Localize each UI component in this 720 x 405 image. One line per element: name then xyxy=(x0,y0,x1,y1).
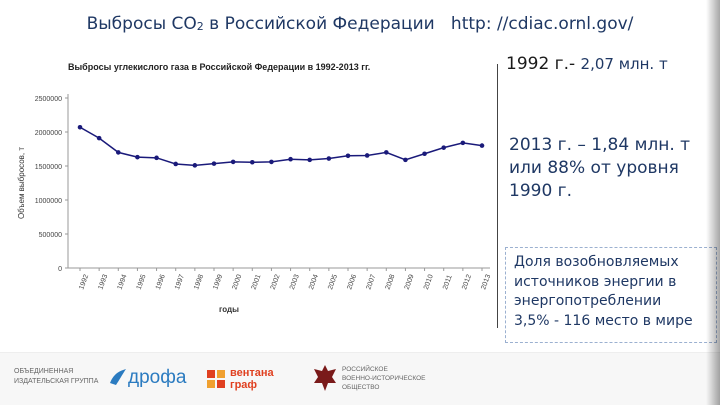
logo-drofa[interactable]: дрофа xyxy=(128,367,187,388)
y-tick-label: 1500000 xyxy=(35,164,62,171)
data-point xyxy=(479,143,485,148)
header-title-pre: Выбросы CO xyxy=(86,14,197,34)
x-tick-label: 2009 xyxy=(404,274,416,291)
series-line xyxy=(79,126,483,167)
eagle-emblem-icon xyxy=(314,365,336,391)
x-tick-label: 2006 xyxy=(346,274,358,291)
x-tick-label: 2004 xyxy=(308,274,320,291)
data-point xyxy=(269,159,274,165)
renewables-box xyxy=(505,247,717,343)
x-tick-label: 1995 xyxy=(136,274,148,291)
y-tick-label: 2000000 xyxy=(35,130,62,137)
x-tick-label: 2002 xyxy=(270,274,282,291)
data-point xyxy=(441,145,447,150)
data-point xyxy=(326,156,332,161)
slide-header: Выбросы CO2 в Российской Федерации http:… xyxy=(0,14,720,34)
point-2013-line3: 1990 г. xyxy=(509,181,573,201)
x-tick-label: 1993 xyxy=(97,274,109,291)
edge-shadow xyxy=(706,0,720,405)
y-axis-label: Объем выбросов, т xyxy=(17,147,26,219)
logo-rvio-line1: РОССИЙСКОЕ xyxy=(342,366,388,373)
data-point xyxy=(77,124,83,130)
x-tick-label: 2003 xyxy=(289,274,301,291)
logo-ventana[interactable]: вентана граф xyxy=(230,367,274,391)
renewables-line3: энергопотреблении xyxy=(514,293,662,309)
logo-rvio-line3: ОБЩЕСТВО xyxy=(342,384,380,391)
logo-ventana-line1: вентана xyxy=(230,367,274,379)
x-tick-label: 2011 xyxy=(442,274,454,291)
data-point xyxy=(96,135,102,141)
x-tick-label: 1997 xyxy=(174,274,186,291)
y-tick-label: 500000 xyxy=(39,232,62,239)
x-tick-label: 1996 xyxy=(155,274,167,291)
x-tick-label: 2007 xyxy=(365,274,377,291)
data-point xyxy=(211,161,217,166)
logo-publishing-group[interactable]: ОБЪЕДИНЕННАЯ ИЗДАТЕЛЬСКАЯ ГРУППА xyxy=(14,367,98,387)
logo-publishing-group-line2: ИЗДАТЕЛЬСКАЯ ГРУППА xyxy=(14,378,99,385)
point-1992-value: 2,07 млн. т xyxy=(580,55,668,73)
header-title-sub: 2 xyxy=(196,20,204,33)
renewables-line2: источников энергии в xyxy=(514,273,677,290)
data-point xyxy=(364,153,370,158)
y-tick-label: 0 xyxy=(58,266,62,273)
renewables-text: Доля возобновляемых источников энергии в… xyxy=(514,253,719,331)
logo-publishing-group-line1: ОБЪЕДИНЕННАЯ xyxy=(14,368,74,375)
y-tick-label: 1000000 xyxy=(35,198,62,205)
point-1992-label: 1992 г.- xyxy=(506,54,581,74)
x-tick-label: 2013 xyxy=(480,274,492,291)
x-axis-label: годы xyxy=(219,305,239,314)
header-url[interactable]: http: //cdiac.ornl.gov/ xyxy=(450,14,634,34)
data-point xyxy=(422,151,427,157)
point-2013: 2013 г. – 1,84 млн. т или 88% от уровня … xyxy=(509,134,719,203)
point-2013-line1: 2013 г. – 1,84 млн. т xyxy=(509,135,691,155)
ventana-icon xyxy=(207,370,225,388)
data-point xyxy=(403,157,408,163)
x-tick-label: 2012 xyxy=(461,274,473,291)
data-point xyxy=(115,150,121,155)
data-point xyxy=(230,159,236,165)
renewables-line1: Доля возобновляемых xyxy=(514,254,679,270)
point-2013-line2: или 88% от уровня xyxy=(509,158,679,178)
renewables-line4: 3,5% - 116 место в мире xyxy=(514,312,693,329)
logo-ventana-line2: граф xyxy=(230,379,258,391)
line-chart: 0 500000 1000000 1500000 2000000 2500000 Объем… xyxy=(17,94,492,314)
divider-line xyxy=(497,64,498,328)
header-title-post: в Российской Федерации xyxy=(203,14,435,34)
data-point xyxy=(383,150,389,155)
chart-title: Выбросы углекислого газа в Российской Фе… xyxy=(68,62,371,72)
footer-logos: ОБЪЕДИНЕННАЯ ИЗДАТЕЛЬСКАЯ ГРУППА дрофа в… xyxy=(0,352,720,405)
data-point xyxy=(135,154,140,160)
drofa-bird-icon xyxy=(110,369,126,385)
data-point xyxy=(288,156,293,162)
x-tick-label: 2008 xyxy=(385,274,397,291)
x-tick-label: 2005 xyxy=(327,274,339,291)
data-point xyxy=(249,159,255,165)
logo-rvio[interactable]: РОССИЙСКОЕ ВОЕННО-ИСТОРИЧЕСКОЕ ОБЩЕСТВО xyxy=(342,365,425,392)
x-tick-label: 2000 xyxy=(231,274,243,291)
data-point xyxy=(173,161,179,167)
data-point xyxy=(307,157,313,163)
x-tick-label: 1992 xyxy=(78,274,90,291)
point-1992: 1992 г.- 2,07 млн. т xyxy=(506,54,668,74)
data-point xyxy=(460,140,466,146)
data-point xyxy=(192,163,198,168)
x-tick-label: 2010 xyxy=(423,274,435,291)
x-tick-label: 2001 xyxy=(251,274,263,291)
y-tick-label: 2500000 xyxy=(35,96,62,103)
x-tick-label: 1994 xyxy=(117,274,129,291)
logo-rvio-line2: ВОЕННО-ИСТОРИЧЕСКОЕ xyxy=(342,375,426,382)
data-point xyxy=(154,155,159,161)
x-tick-label: 1998 xyxy=(193,274,205,291)
x-tick-label: 1999 xyxy=(212,274,224,291)
data-point xyxy=(345,153,351,159)
